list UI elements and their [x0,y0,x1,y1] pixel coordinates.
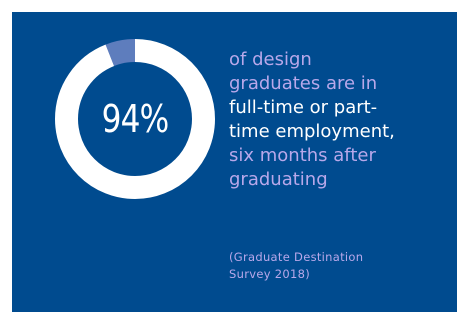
source-citation: (Graduate Destination Survey 2018) [229,249,449,283]
percentage-label: 94% [101,97,170,141]
statement-line: six months after [229,145,376,166]
donut-chart [55,39,215,199]
infographic-card: 94% of design graduates are in full-time… [12,12,457,312]
statement-line-highlight: time employment, [229,121,395,142]
source-line: (Graduate Destination [229,250,364,264]
statement-text: of design graduates are in full-time or … [229,48,449,192]
statement-line: graduates are in [229,73,378,94]
statement-line: of design [229,49,312,70]
statement-line: graduating [229,169,328,190]
source-line: Survey 2018) [229,267,311,281]
statement-line-highlight: full-time or part- [229,97,378,118]
donut-remainder-segment [55,39,215,199]
